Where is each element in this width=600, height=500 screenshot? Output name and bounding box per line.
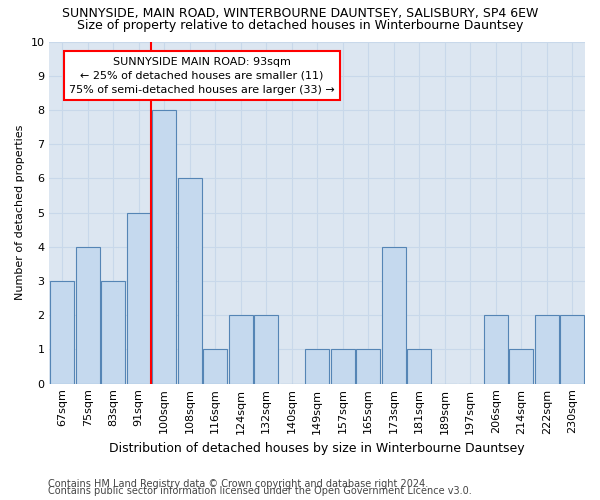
- Y-axis label: Number of detached properties: Number of detached properties: [15, 125, 25, 300]
- Bar: [203, 350, 227, 384]
- Bar: [254, 315, 278, 384]
- Bar: [178, 178, 202, 384]
- Bar: [382, 247, 406, 384]
- Text: SUNNYSIDE, MAIN ROAD, WINTERBOURNE DAUNTSEY, SALISBURY, SP4 6EW: SUNNYSIDE, MAIN ROAD, WINTERBOURNE DAUNT…: [62, 8, 538, 20]
- Text: Contains HM Land Registry data © Crown copyright and database right 2024.: Contains HM Land Registry data © Crown c…: [48, 479, 428, 489]
- Bar: [535, 315, 559, 384]
- Bar: [305, 350, 329, 384]
- Text: Contains public sector information licensed under the Open Government Licence v3: Contains public sector information licen…: [48, 486, 472, 496]
- Bar: [152, 110, 176, 384]
- Bar: [229, 315, 253, 384]
- Bar: [484, 315, 508, 384]
- Bar: [509, 350, 533, 384]
- Bar: [101, 281, 125, 384]
- Bar: [560, 315, 584, 384]
- Bar: [356, 350, 380, 384]
- Bar: [50, 281, 74, 384]
- Bar: [76, 247, 100, 384]
- Bar: [407, 350, 431, 384]
- Text: Size of property relative to detached houses in Winterbourne Dauntsey: Size of property relative to detached ho…: [77, 19, 523, 32]
- Bar: [331, 350, 355, 384]
- X-axis label: Distribution of detached houses by size in Winterbourne Dauntsey: Distribution of detached houses by size …: [109, 442, 525, 455]
- Bar: [127, 212, 151, 384]
- Text: SUNNYSIDE MAIN ROAD: 93sqm
← 25% of detached houses are smaller (11)
75% of semi: SUNNYSIDE MAIN ROAD: 93sqm ← 25% of deta…: [69, 57, 335, 95]
